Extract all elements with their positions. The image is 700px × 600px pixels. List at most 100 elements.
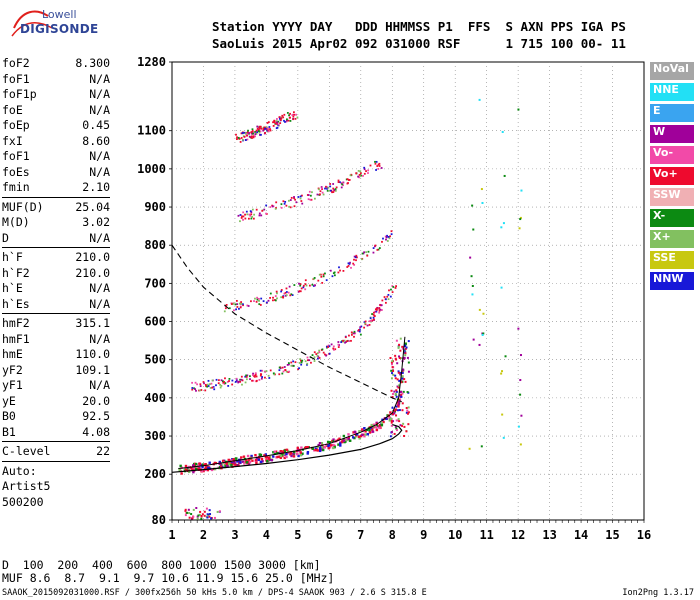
echo-point	[226, 380, 229, 383]
echo-point	[292, 115, 295, 118]
echo-point	[342, 434, 346, 438]
echo-point	[245, 376, 248, 378]
echo-point	[375, 160, 378, 163]
echo-point	[276, 118, 278, 120]
echo-point	[283, 113, 286, 116]
echo-point	[480, 445, 483, 448]
echo-point	[398, 398, 401, 401]
echo-point	[399, 390, 403, 394]
echo-point	[394, 392, 397, 395]
echo-point	[407, 340, 410, 343]
echo-point	[298, 362, 301, 364]
echo-point	[258, 125, 261, 128]
echo-point	[271, 205, 274, 208]
echo-point	[502, 222, 505, 225]
echo-point	[341, 181, 344, 184]
echo-point	[322, 448, 325, 452]
echo-point	[246, 374, 249, 377]
echo-point	[326, 347, 328, 349]
echo-point	[385, 238, 387, 241]
echo-point	[298, 290, 301, 293]
legend-item: NNE	[650, 83, 694, 101]
param-value: 25.04	[75, 199, 110, 214]
echo-point	[332, 438, 335, 441]
echo-point	[238, 137, 241, 140]
echo-point	[254, 130, 257, 133]
echo-point	[299, 284, 302, 287]
echo-point	[395, 339, 398, 342]
echo-point	[267, 374, 270, 377]
echo-point	[326, 187, 328, 190]
echo-point	[266, 122, 269, 124]
echo-point	[328, 352, 331, 355]
param-value: 8.300	[75, 56, 110, 70]
echo-point	[239, 380, 242, 383]
echo-point	[253, 213, 256, 216]
param-separator	[2, 247, 110, 248]
echo-point	[354, 256, 357, 259]
echo-point	[308, 190, 311, 193]
echo-point	[332, 446, 335, 450]
echo-point	[405, 411, 408, 414]
param-separator	[2, 313, 110, 314]
echo-point	[325, 185, 327, 188]
param-row: h`E N/A	[2, 281, 110, 297]
y-tick-label: 800	[144, 238, 166, 252]
echo-point	[332, 187, 335, 190]
echo-point	[363, 321, 366, 324]
echo-point	[247, 129, 249, 132]
echo-point	[398, 379, 401, 382]
echo-point	[248, 135, 251, 138]
echo-point	[386, 240, 389, 242]
echo-point	[349, 261, 351, 264]
echo-point	[353, 430, 357, 434]
x-tick-label: 11	[479, 528, 493, 542]
echo-point	[345, 436, 349, 440]
echo-point	[278, 369, 281, 372]
echo-point	[334, 188, 337, 190]
echo-point	[392, 412, 396, 415]
echo-point	[381, 299, 384, 302]
echo-point	[318, 351, 321, 354]
echo-point	[397, 400, 400, 403]
echo-point	[293, 196, 295, 198]
x-tick-label: 14	[574, 528, 588, 542]
echo-point	[404, 342, 407, 346]
echo-point	[244, 132, 247, 135]
echo-point	[390, 288, 392, 291]
echo-point	[363, 426, 366, 430]
echo-point	[267, 458, 271, 461]
echo-point	[261, 376, 264, 378]
echo-point	[210, 468, 214, 472]
echo-point	[345, 341, 347, 343]
echo-point	[261, 369, 264, 372]
echo-point	[258, 379, 261, 381]
echo-point	[203, 510, 206, 513]
param-value: N/A	[89, 281, 110, 295]
echo-point	[478, 98, 481, 101]
echo-point	[343, 339, 346, 342]
echo-point	[347, 437, 350, 441]
echo-point	[406, 412, 409, 415]
echo-point	[334, 189, 337, 192]
echo-point	[258, 127, 261, 130]
echo-point	[311, 447, 315, 450]
echo-point	[187, 508, 190, 511]
echo-point	[361, 428, 364, 431]
echo-point	[313, 449, 316, 452]
echo-point	[259, 130, 262, 133]
echo-point	[397, 371, 400, 374]
echo-point	[275, 290, 278, 293]
echo-point	[285, 448, 289, 452]
echo-point	[287, 291, 290, 294]
echo-point	[272, 299, 274, 302]
echo-point	[362, 174, 364, 177]
echo-point	[342, 340, 345, 343]
echo-point	[318, 193, 321, 196]
echo-point	[306, 362, 309, 365]
echo-point	[339, 269, 341, 272]
echo-point	[366, 433, 370, 436]
echo-point	[378, 309, 381, 312]
echo-point	[283, 292, 286, 295]
echo-point	[395, 405, 398, 408]
